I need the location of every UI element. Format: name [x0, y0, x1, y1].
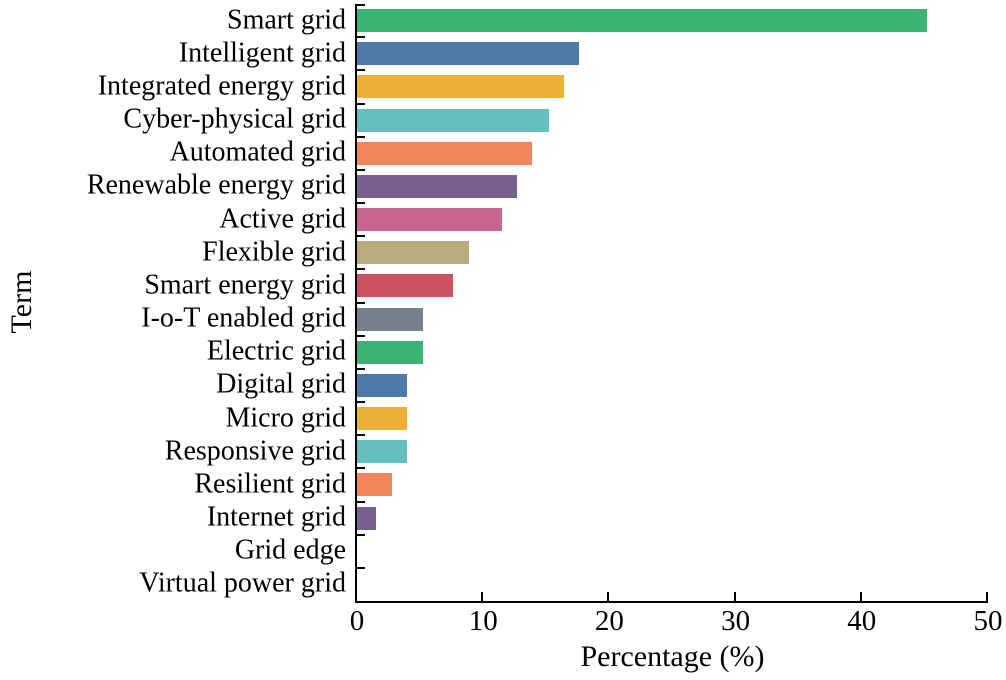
category-label-digital-grid: Digital grid — [216, 368, 346, 400]
x-axis-tick — [859, 592, 862, 601]
y-axis-tick — [357, 500, 365, 503]
y-axis-tick — [357, 36, 365, 39]
category-label-smart-grid: Smart grid — [227, 4, 346, 36]
bar-flexible-grid — [357, 241, 470, 265]
category-label-electric-grid: Electric grid — [206, 335, 346, 367]
bar-smart-grid — [357, 9, 928, 33]
y-axis-tick — [357, 367, 365, 370]
y-axis-tick — [357, 434, 365, 437]
y-axis-tick — [357, 69, 365, 72]
bar-integrated-energy-grid — [357, 75, 564, 99]
bar-smart-energy-grid — [357, 274, 453, 298]
x-tick-label-10: 10 — [468, 605, 498, 637]
x-axis-title: Percentage (%) — [580, 640, 765, 673]
category-label-smart-energy-grid: Smart energy grid — [144, 269, 346, 301]
x-axis-tick — [733, 592, 736, 601]
y-axis-tick — [357, 4, 365, 6]
y-axis-tick — [357, 533, 365, 536]
bar-cyber-physical-grid — [357, 108, 549, 132]
bar-intelligent-grid — [357, 42, 580, 66]
y-axis-tick — [357, 168, 365, 171]
x-axis-tick — [481, 592, 484, 601]
x-axis-tick — [986, 592, 988, 601]
category-label-integrated-energy-grid: Integrated energy grid — [97, 70, 346, 102]
y-axis-tick — [357, 401, 365, 403]
plot-area — [355, 4, 988, 603]
bar-renewable-energy-grid — [357, 174, 518, 198]
y-axis-tick — [357, 334, 365, 337]
category-label-internet-grid: Internet grid — [206, 501, 346, 533]
y-axis-tick — [357, 268, 365, 271]
y-axis-tick — [357, 301, 365, 304]
x-axis-tick — [607, 592, 610, 601]
category-label-renewable-energy-grid: Renewable energy grid — [86, 169, 346, 201]
category-label-flexible-grid: Flexible grid — [202, 236, 346, 268]
category-label-automated-grid: Automated grid — [169, 136, 346, 168]
category-label-virtual-power-grid: Virtual power grid — [139, 567, 346, 599]
x-tick-label-40: 40 — [847, 605, 877, 637]
category-label-responsive-grid: Responsive grid — [164, 435, 346, 467]
category-label-resilient-grid: Resilient grid — [194, 468, 346, 500]
bar-automated-grid — [357, 141, 533, 165]
x-tick-labels: 0 10 20 30 40 50 — [350, 605, 1003, 641]
y-axis-tick — [357, 235, 365, 238]
bar-responsive-grid — [357, 440, 408, 464]
category-label-grid-edge: Grid edge — [234, 534, 346, 566]
bar-resilient-grid — [357, 473, 393, 497]
y-axis-tick — [357, 102, 365, 105]
x-tick-label-0: 0 — [349, 605, 365, 637]
y-axis-tick — [357, 467, 365, 470]
bar-i-o-t-enabled-grid — [357, 307, 423, 331]
bar-micro-grid — [357, 407, 408, 431]
y-axis-tick — [357, 202, 365, 204]
y-axis-tick — [357, 566, 365, 569]
category-label-active-grid: Active grid — [219, 203, 346, 235]
category-label-i-o-t-enabled-grid: I-o-T enabled grid — [141, 302, 346, 334]
x-tick-label-50: 50 — [973, 605, 1003, 637]
bar-digital-grid — [357, 373, 408, 397]
bar-internet-grid — [357, 506, 376, 530]
x-tick-label-20: 20 — [594, 605, 624, 637]
bar-electric-grid — [357, 340, 423, 364]
y-axis-tick — [357, 135, 365, 138]
x-tick-label-30: 30 — [721, 605, 751, 637]
category-labels: Smart grid Intelligent grid Integrated ene… — [0, 4, 350, 601]
category-label-micro-grid: Micro grid — [225, 402, 346, 434]
bar-active-grid — [357, 208, 503, 232]
category-label-cyber-physical-grid: Cyber-physical grid — [123, 103, 346, 135]
category-label-intelligent-grid: Intelligent grid — [178, 37, 346, 69]
